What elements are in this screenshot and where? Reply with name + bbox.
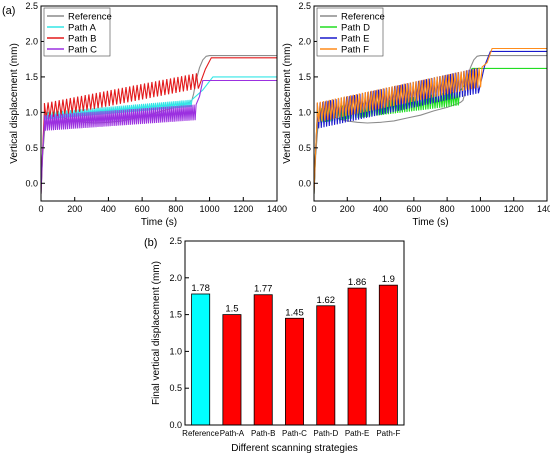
y-axis-title: Vertical displacement (mm)	[282, 43, 293, 164]
x-tick-label: 200	[67, 204, 82, 214]
legend-label: Path D	[341, 23, 370, 34]
bar-value-label: 1.77	[254, 284, 273, 295]
y-tick-label: 1.5	[25, 72, 38, 82]
x-tick-label: 1400	[537, 204, 550, 214]
bar	[378, 284, 398, 426]
series-group	[41, 55, 277, 194]
series-line-path-e	[314, 50, 547, 194]
x-tick-label: 1000	[470, 204, 490, 214]
bar	[316, 305, 336, 426]
x-tick-label: Path-E	[345, 429, 369, 438]
bar-value-label: 1.62	[317, 295, 336, 306]
x-tick-label: 1200	[233, 204, 253, 214]
chart-c-final-displacement-bars: 1.78 Reference 1.5 Path-A 1.77 Path-B 1.45 Path…	[151, 236, 405, 454]
legend-label: Path C	[68, 45, 97, 56]
bar-value-label: 1.45	[285, 307, 304, 318]
x-axis-title: Time (s)	[412, 217, 448, 228]
bar-value-label: 1.5	[225, 304, 238, 315]
y-tick-label: 0.5	[298, 143, 311, 153]
series-line-path-a	[41, 76, 277, 194]
x-tick-label: Reference	[182, 429, 219, 438]
bar-value-label: 1.9	[382, 274, 395, 285]
y-tick-label: 0.0	[298, 178, 311, 188]
y-tick-label: 0.5	[25, 143, 38, 153]
series-line-path-b	[41, 57, 277, 194]
series-line-path-c	[41, 79, 277, 194]
y-axis-title: Vertical displacement (mm)	[9, 43, 20, 164]
panel-label-b: (b)	[144, 237, 157, 249]
x-tick-label: Path-A	[220, 429, 245, 438]
x-tick-label: Path-D	[313, 429, 338, 438]
bar	[285, 317, 304, 426]
bar-value-label: 1.78	[191, 283, 210, 294]
x-tick-label: 1000	[200, 204, 220, 214]
plot-frame	[40, 5, 278, 202]
bar-value-label: 1.86	[348, 277, 367, 288]
x-tick-label: 400	[373, 204, 388, 214]
y-tick-label: 1.0	[298, 107, 311, 117]
x-tick-label: 1200	[504, 204, 524, 214]
bar	[347, 287, 367, 426]
series-line-path-f	[314, 47, 547, 194]
x-tick-label: 0	[311, 204, 316, 214]
y-tick-label: 2.5	[25, 1, 38, 11]
y-tick-label: 1.5	[298, 72, 311, 82]
bar	[191, 293, 211, 426]
x-axis-title: Different scanning strategies	[231, 443, 358, 454]
y-tick-label: 2.5	[169, 236, 182, 246]
legend-label: Reference	[341, 12, 385, 23]
x-tick-label: 600	[135, 204, 150, 214]
y-tick-label: 1.5	[169, 310, 182, 320]
x-tick-label: 200	[340, 204, 355, 214]
bar	[253, 294, 273, 426]
y-tick-label: 2.5	[298, 1, 311, 11]
legend-label: Path A	[68, 23, 97, 34]
series-group	[314, 47, 547, 194]
y-tick-label: 2.0	[169, 273, 182, 283]
y-tick-label: 2.0	[298, 36, 311, 46]
y-tick-label: 1.0	[25, 107, 38, 117]
bar	[222, 314, 242, 426]
x-tick-label: Path-F	[376, 429, 400, 438]
panel-label-a: (a)	[2, 5, 15, 17]
chart-b-vertical-displacement-paths-d-f: 0 200 400 600 800 1000 1200 1400 0.0 0.5 1.0 1.5 2.0…	[282, 1, 550, 228]
y-tick-label: 0.0	[25, 178, 38, 188]
y-tick-label: 0.0	[169, 420, 182, 430]
x-tick-label: 800	[440, 204, 455, 214]
chart-a-vertical-displacement-paths-a-c: 0 200 400 600 800 1000 1200 1400 0.0 0.5 1.0 1.5 2.0…	[9, 1, 287, 228]
x-tick-label: 600	[406, 204, 421, 214]
x-tick-label: 800	[168, 204, 183, 214]
y-tick-label: 0.5	[169, 383, 182, 393]
x-tick-label: 1400	[267, 204, 287, 214]
legend-label: Path E	[341, 34, 370, 45]
x-tick-label: 400	[101, 204, 116, 214]
y-axis-title: Final vertical displacement (mm)	[151, 261, 162, 405]
legend-label: Path B	[68, 34, 97, 45]
x-tick-label: 0	[38, 204, 43, 214]
legend-label: Reference	[68, 12, 112, 23]
legend-label: Path F	[341, 45, 369, 56]
plot-frame	[313, 5, 548, 202]
x-tick-label: Path-C	[282, 429, 307, 438]
y-tick-label: 2.0	[25, 36, 38, 46]
x-tick-label: Path-B	[251, 429, 275, 438]
plot-frame	[184, 240, 405, 426]
series-line-reference	[314, 55, 547, 194]
y-tick-label: 1.0	[169, 346, 182, 356]
x-axis-title: Time (s)	[141, 217, 177, 228]
